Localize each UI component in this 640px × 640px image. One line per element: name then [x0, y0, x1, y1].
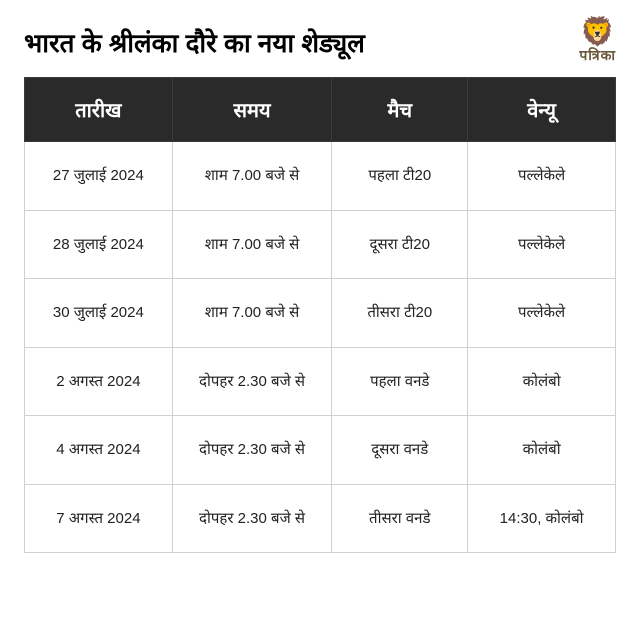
table-row: 28 जुलाई 2024शाम 7.00 बजे सेदूसरा टी20पल… [25, 210, 616, 279]
table-cell: तीसरा टी20 [332, 279, 468, 348]
table-row: 4 अगस्त 2024दोपहर 2.30 बजे सेदूसरा वनडेक… [25, 416, 616, 485]
brand-logo: 🦁 पत्रिका [579, 18, 616, 65]
table-row: 2 अगस्त 2024दोपहर 2.30 बजे सेपहला वनडेको… [25, 347, 616, 416]
table-cell: दोपहर 2.30 बजे से [172, 416, 332, 485]
table-cell: 30 जुलाई 2024 [25, 279, 173, 348]
table-cell: 27 जुलाई 2024 [25, 142, 173, 211]
table-cell: दोपहर 2.30 बजे से [172, 347, 332, 416]
table-header-row: तारीख समय मैच वेन्यू [25, 78, 616, 142]
table-body: 27 जुलाई 2024शाम 7.00 बजे सेपहला टी20पल्… [25, 142, 616, 553]
table-row: 7 अगस्त 2024दोपहर 2.30 बजे सेतीसरा वनडे1… [25, 484, 616, 553]
header: भारत के श्रीलंका दौरे का नया शेड्यूल 🦁 प… [0, 0, 640, 77]
table-cell: शाम 7.00 बजे से [172, 279, 332, 348]
table-cell: पल्लेकेले [468, 142, 616, 211]
col-venue: वेन्यू [468, 78, 616, 142]
table-cell: दूसरा वनडे [332, 416, 468, 485]
col-time: समय [172, 78, 332, 142]
table-cell: 28 जुलाई 2024 [25, 210, 173, 279]
table-cell: पल्लेकेले [468, 210, 616, 279]
table-cell: 2 अगस्त 2024 [25, 347, 173, 416]
brand-name: पत्रिका [579, 46, 616, 65]
table-cell: 4 अगस्त 2024 [25, 416, 173, 485]
table-cell: 7 अगस्त 2024 [25, 484, 173, 553]
schedule-card: भारत के श्रीलंका दौरे का नया शेड्यूल 🦁 प… [0, 0, 640, 640]
lion-icon: 🦁 [580, 18, 615, 46]
table-row: 27 जुलाई 2024शाम 7.00 बजे सेपहला टी20पल्… [25, 142, 616, 211]
col-date: तारीख [25, 78, 173, 142]
table-cell: दोपहर 2.30 बजे से [172, 484, 332, 553]
table-cell: कोलंबो [468, 347, 616, 416]
table-cell: तीसरा वनडे [332, 484, 468, 553]
page-title: भारत के श्रीलंका दौरे का नया शेड्यूल [24, 24, 365, 60]
table-row: 30 जुलाई 2024शाम 7.00 बजे सेतीसरा टी20पल… [25, 279, 616, 348]
table-cell: शाम 7.00 बजे से [172, 142, 332, 211]
table-cell: दूसरा टी20 [332, 210, 468, 279]
table-container: तारीख समय मैच वेन्यू 27 जुलाई 2024शाम 7.… [0, 77, 640, 577]
table-cell: पहला वनडे [332, 347, 468, 416]
table-cell: पहला टी20 [332, 142, 468, 211]
table-cell: पल्लेकेले [468, 279, 616, 348]
table-cell: 14:30, कोलंबो [468, 484, 616, 553]
table-cell: कोलंबो [468, 416, 616, 485]
table-cell: शाम 7.00 बजे से [172, 210, 332, 279]
col-match: मैच [332, 78, 468, 142]
schedule-table: तारीख समय मैच वेन्यू 27 जुलाई 2024शाम 7.… [24, 77, 616, 553]
